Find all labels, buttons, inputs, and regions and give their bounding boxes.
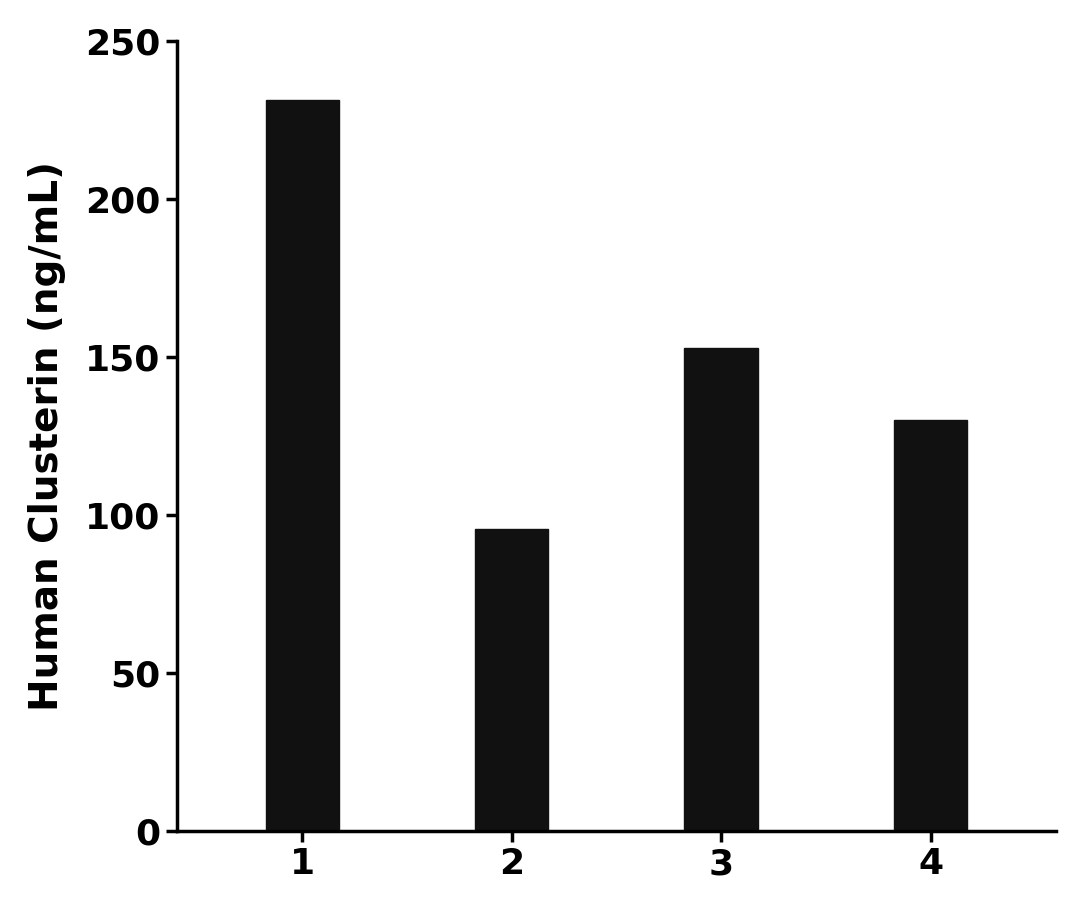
Bar bbox=[684, 348, 758, 831]
Y-axis label: Human Clusterin (ng/mL): Human Clusterin (ng/mL) bbox=[28, 161, 66, 711]
Bar bbox=[266, 100, 339, 831]
Bar bbox=[894, 421, 967, 831]
Bar bbox=[475, 529, 549, 831]
